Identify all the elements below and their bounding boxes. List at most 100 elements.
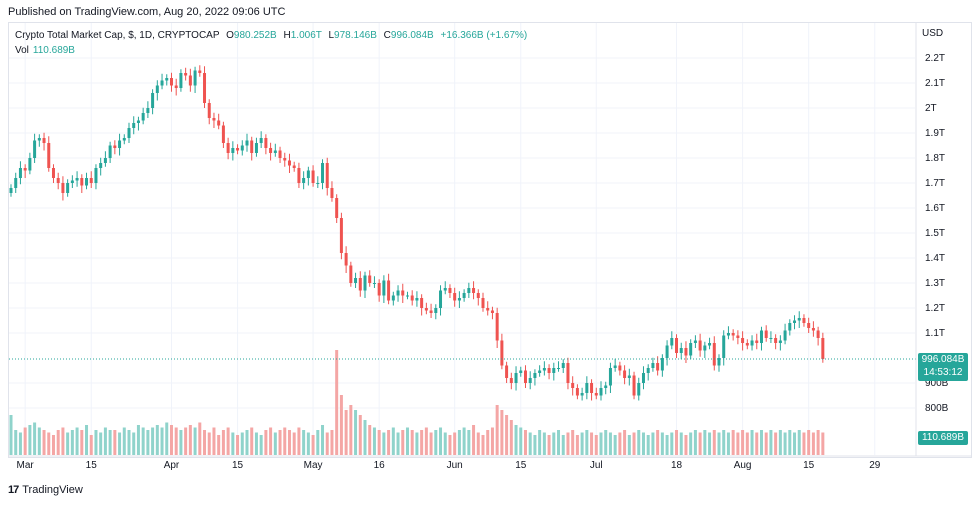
volume-bar [585,430,589,455]
candle-body [18,168,22,178]
candle-body [821,338,825,359]
low-label: L [328,30,335,41]
volume-bar [712,430,716,455]
candle-body [141,113,145,121]
volume-bar [278,430,282,455]
time-tick-label: 29 [869,460,881,471]
footer[interactable]: 17 TradingView [8,484,83,496]
candle-body [316,183,320,184]
candle-body [151,93,155,108]
volume-bar [599,432,603,455]
high-value: 1.006T [290,30,322,41]
candle-body [590,383,594,393]
volume-bar [604,430,608,455]
volume-bar [231,432,235,455]
candle-body [599,388,603,396]
volume-label: Vol [15,45,29,56]
candle-body [571,383,575,388]
candle-body [552,368,556,373]
volume-bar [457,430,461,455]
volume-bar [656,430,660,455]
open-value: 980.252B [233,30,277,41]
currency-label: USD [922,28,943,39]
volume-bar [18,432,22,455]
candle-body [56,178,60,183]
candle-body [70,180,74,183]
volume-bar [273,432,277,455]
candle-body [505,365,509,378]
volume-bar [368,425,372,455]
volume-bar [302,430,306,455]
volume-bar [316,430,320,455]
candlestick-chart[interactable]: 2.2T 2.1T 2T 1.9T 1.8T 1.7T 1.6T 1.5T 1.4T 1.3T 1.… [0,0,980,480]
candle-body [708,343,712,346]
candle-body [618,365,622,371]
volume-bar [169,425,173,455]
volume-bar [103,427,107,455]
time-axis[interactable]: Mar 15 Apr 15 May 16 Jun 15 Jul 18 Aug 15 29 [9,455,972,471]
candle-body [523,370,527,383]
candle-body [561,363,565,368]
volume-bar [306,432,310,455]
candle-body [85,178,89,186]
time-tick-label: 18 [671,460,683,471]
candle-body [670,338,674,346]
candle-body [519,370,523,373]
candle-body [94,168,98,183]
candle-body [424,308,428,311]
candle-body [344,253,348,266]
volume-bar [283,427,287,455]
candle-body [217,120,221,126]
volume-bar [47,432,51,455]
volume-bar [759,430,763,455]
volume-bar [358,415,362,455]
volume-bar [472,425,476,455]
volume-bar [193,427,197,455]
last-volume-tag: 110.689B [918,431,968,445]
time-tick-label: 16 [374,460,386,471]
volume-bar [769,430,773,455]
volume-bar [689,432,693,455]
candle-body [575,388,579,396]
volume-bar [623,430,627,455]
time-tick-label: Jun [447,460,463,471]
chart-area[interactable] [8,22,972,458]
volume-bar [608,432,612,455]
price-axis[interactable]: 2.2T 2.1T 2T 1.9T 1.8T 1.7T 1.6T 1.5T 1.4T 1.3T 1.… [915,23,949,456]
candle-body [193,70,197,86]
price-tick-label: 1.4T [925,253,945,264]
candle-body [755,340,759,343]
candle-body [269,148,273,153]
candle-body [278,150,282,158]
volume-bar [745,432,749,455]
price-tick-label: 1.3T [925,278,945,289]
candle-body [684,348,688,356]
close-value: 996.084B [390,30,434,41]
volume-bar [344,410,348,455]
candle-body [641,373,645,383]
candle-body [443,288,447,291]
candle-body [509,378,513,383]
candles [9,65,825,401]
candle-body [240,145,244,151]
volume-bar [372,427,376,455]
candle-body [741,338,745,343]
candle-body [212,118,216,121]
volume-bar [335,350,339,455]
volume-bar [774,432,778,455]
candle-body [335,198,339,218]
candle-body [401,290,405,296]
candle-body [514,373,518,383]
candle-body [226,143,230,153]
candle-body [372,283,376,284]
volume-bar [151,427,155,455]
candle-body [533,373,537,378]
volume-bar [240,432,244,455]
volume-legend: Vol 110.689B [15,45,75,56]
time-tick-label: May [304,460,323,471]
volume-bar [94,430,98,455]
candle-body [420,298,424,308]
volume-bars [9,350,825,455]
candle-body [788,323,792,331]
volume-bar [486,430,490,455]
